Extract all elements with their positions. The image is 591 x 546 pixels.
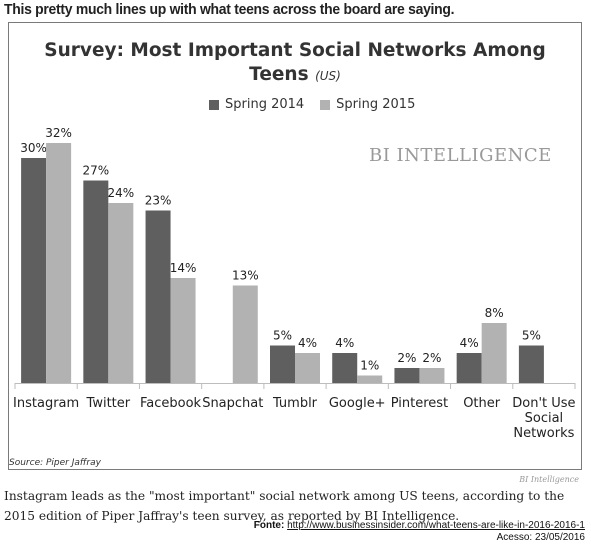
- legend-label-spring-2015: Spring 2015: [336, 97, 416, 112]
- data-label-other-spring-2014: 4%: [460, 336, 479, 350]
- category-label-line: Twitter: [86, 396, 131, 411]
- category-label-line: Other: [463, 396, 501, 411]
- legend-swatch-spring-2014: [209, 99, 219, 110]
- chart-title: Survey: Most Important Social Networks A…: [9, 39, 581, 88]
- category-label-tumblr: Tumblr: [272, 396, 318, 411]
- page-heading: This pretty much lines up with what teen…: [4, 1, 455, 18]
- fonte-label: Fonte:: [253, 520, 285, 531]
- category-label-line: Facebook: [140, 396, 202, 411]
- bi-intelligence-credit: BI Intelligence: [519, 475, 579, 484]
- bar-tumblr-spring-2014: [270, 345, 295, 383]
- bar-instagram-spring-2015: [46, 143, 72, 383]
- chart-title-line-2: Teens (US): [249, 64, 341, 85]
- chart-title-suffix: (US): [315, 69, 341, 83]
- category-label-don-t-use-social-networks: Don't Use Social Networks: [512, 396, 575, 441]
- data-label-tumblr-spring-2014: 5%: [273, 329, 292, 343]
- bar-google-spring-2014: [332, 353, 358, 383]
- bar-chart-plot: 30%32% Instagram 27% 24% Twitter 23% 14% Facebo…: [13, 126, 575, 441]
- bar-facebook-spring-2015: [170, 278, 196, 383]
- chart-title-line-1: Survey: Most Important Social Networks A…: [44, 40, 546, 61]
- fonte-link[interactable]: http://www.businessinsider.com/what-teen…: [287, 520, 585, 531]
- category-label-line: Social: [525, 411, 564, 426]
- legend-item-spring-2014: Spring 2014: [209, 97, 304, 112]
- data-label-other-spring-2015: 8%: [485, 306, 504, 320]
- legend-item-spring-2015: Spring 2015: [320, 97, 415, 112]
- data-label-don-t-use-social-networks-spring-2014: 5%: [522, 329, 541, 343]
- category-label-instagram: Instagram: [13, 396, 79, 411]
- data-label-instagram-spring-2014: 30%: [20, 141, 47, 155]
- bar-don-t-use-social-networks-spring-2014: [518, 345, 544, 383]
- bi-intelligence-watermark: BI INTELLIGENCE: [369, 145, 552, 166]
- bar-facebook-spring-2014: [145, 210, 171, 383]
- access-date: Acesso: 23/05/2016: [496, 532, 585, 543]
- data-label-google-spring-2014: 4%: [335, 336, 354, 350]
- data-label-instagram-spring-2015: 32%: [45, 126, 72, 140]
- bar-pinterest-spring-2014: [394, 368, 420, 383]
- data-label-twitter-spring-2015: 24%: [107, 186, 134, 200]
- bar-twitter-spring-2014: [83, 180, 109, 383]
- data-label-twitter-spring-2014: 27%: [82, 164, 109, 178]
- data-label-tumblr-spring-2015: 4%: [298, 336, 317, 350]
- data-label-snapchat-spring-2015: 13%: [232, 269, 259, 283]
- category-label-line: Don't Use: [512, 396, 575, 411]
- data-label-facebook-spring-2015: 14%: [170, 261, 197, 275]
- category-label-pinterest: Pinterest: [391, 396, 448, 411]
- bar-twitter-spring-2015: [108, 203, 134, 383]
- data-label-pinterest-spring-2014: 2%: [397, 351, 416, 365]
- category-label-line: Google+: [329, 396, 386, 411]
- category-label-line: Snapchat: [202, 396, 263, 411]
- article-caption: Instagram leads as the "most important" …: [4, 489, 565, 523]
- source-credit: Fonte: http://www.businessinsider.com/wh…: [254, 520, 585, 544]
- category-label-snapchat: Snapchat: [202, 396, 263, 411]
- bar-other-spring-2015: [481, 323, 507, 383]
- category-label-other: Other: [463, 396, 501, 411]
- chart-source: Source: Piper Jaffray: [9, 458, 101, 468]
- category-label-twitter: Twitter: [86, 396, 131, 411]
- category-label-google: Google+: [329, 396, 386, 411]
- bar-other-spring-2014: [456, 353, 482, 383]
- bar-tumblr-spring-2015: [295, 353, 320, 383]
- bar-pinterest-spring-2015: [419, 368, 445, 383]
- category-label-line: Networks: [513, 426, 574, 441]
- category-label-line: Instagram: [13, 396, 79, 411]
- chart-legend: Spring 2014 Spring 2015: [209, 97, 415, 112]
- category-label-line: Pinterest: [391, 396, 448, 411]
- bar-instagram-spring-2014: [21, 158, 47, 383]
- data-label-facebook-spring-2014: 23%: [145, 194, 172, 208]
- legend-swatch-spring-2015: [320, 99, 331, 110]
- category-label-facebook: Facebook: [140, 396, 202, 411]
- bar-snapchat-spring-2015: [232, 285, 258, 383]
- chart-card: Survey: Most Important Social Networks A…: [8, 22, 582, 470]
- data-label-pinterest-spring-2015: 2%: [422, 351, 441, 365]
- legend-label-spring-2014: Spring 2014: [225, 97, 305, 112]
- bar-google-spring-2015: [357, 375, 383, 383]
- data-label-google-spring-2015: 1%: [360, 359, 379, 373]
- category-label-line: Tumblr: [272, 396, 318, 411]
